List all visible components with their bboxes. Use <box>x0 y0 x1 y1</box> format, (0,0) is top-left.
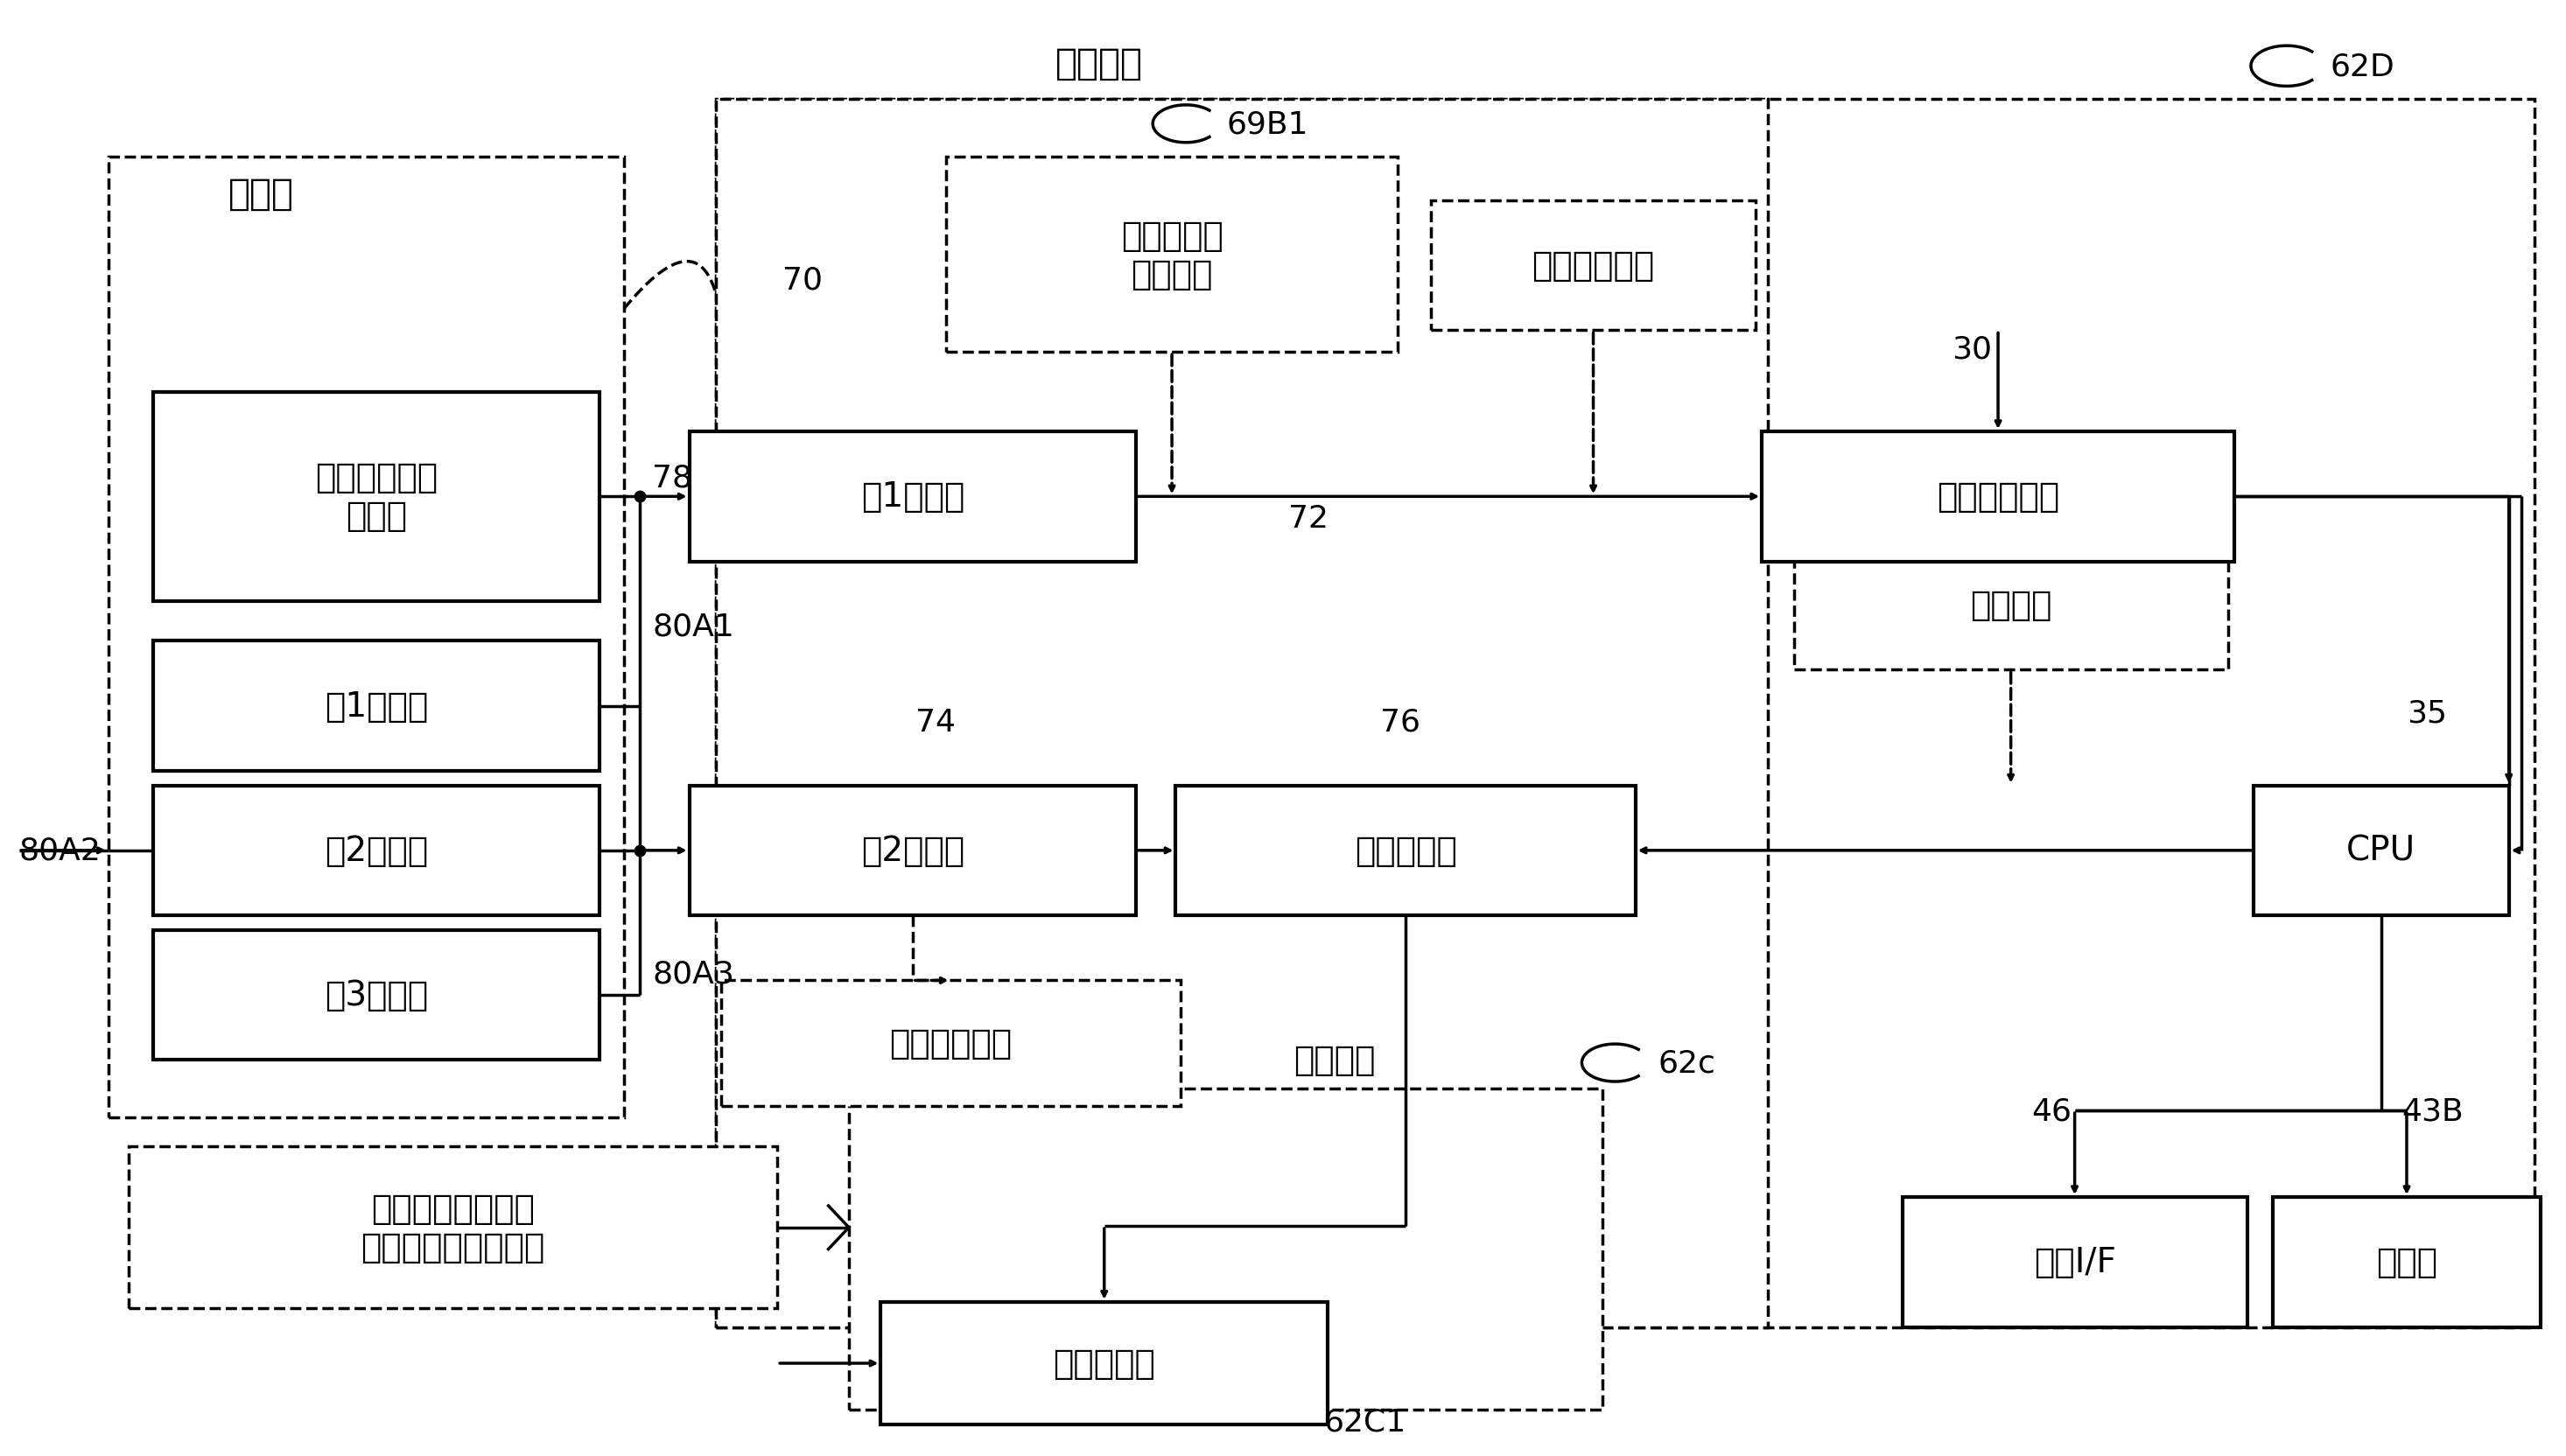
Text: 第3分析部: 第3分析部 <box>326 978 429 1012</box>
Text: 抖动程度信息: 抖动程度信息 <box>890 1026 1014 1060</box>
FancyBboxPatch shape <box>154 930 600 1060</box>
FancyBboxPatch shape <box>2273 1197 2540 1328</box>
Text: 外部I/F: 外部I/F <box>2035 1246 2117 1278</box>
FancyBboxPatch shape <box>154 786 600 916</box>
Text: 第1输出部: 第1输出部 <box>862 480 965 514</box>
FancyBboxPatch shape <box>108 157 624 1118</box>
Text: 基准输出表: 基准输出表 <box>1052 1347 1155 1380</box>
Text: 处理部: 处理部 <box>228 175 295 213</box>
Text: 信号处理电路: 信号处理电路 <box>1937 480 2060 514</box>
Text: 80A3: 80A3 <box>652 958 734 989</box>
FancyBboxPatch shape <box>154 392 600 601</box>
Text: 78: 78 <box>652 463 693 494</box>
Text: 第1分析部: 第1分析部 <box>323 690 429 724</box>
Text: 80A2: 80A2 <box>18 836 100 866</box>
FancyBboxPatch shape <box>947 157 1398 352</box>
FancyBboxPatch shape <box>1175 786 1635 916</box>
Text: 76: 76 <box>1381 708 1422 737</box>
FancyBboxPatch shape <box>1432 201 1755 331</box>
Text: 第2输出部: 第2输出部 <box>862 834 965 868</box>
FancyBboxPatch shape <box>2253 786 2510 916</box>
Text: 根据抖动程度信息
来变更基准输出电平: 根据抖动程度信息 来变更基准输出电平 <box>362 1191 544 1264</box>
Text: 温度数据: 温度数据 <box>1971 588 2053 622</box>
FancyBboxPatch shape <box>690 432 1137 562</box>
Text: 实用图像数据: 实用图像数据 <box>1532 249 1655 282</box>
Text: 数字相位差
图像数据: 数字相位差 图像数据 <box>1121 220 1224 291</box>
Text: 74: 74 <box>916 708 955 737</box>
FancyBboxPatch shape <box>849 1089 1601 1409</box>
Text: 72: 72 <box>1288 504 1329 533</box>
Text: 46: 46 <box>2032 1096 2071 1125</box>
FancyBboxPatch shape <box>128 1147 777 1309</box>
FancyBboxPatch shape <box>1901 1197 2248 1328</box>
Text: 70: 70 <box>783 265 824 296</box>
Text: 控制电路: 控制电路 <box>1055 45 1142 82</box>
Text: 30: 30 <box>1953 335 1991 364</box>
Text: 62D: 62D <box>2330 52 2394 82</box>
FancyBboxPatch shape <box>154 642 600 772</box>
Text: 存储电路: 存储电路 <box>1293 1044 1375 1076</box>
Text: 第2分析部: 第2分析部 <box>326 834 429 868</box>
FancyBboxPatch shape <box>1794 540 2227 670</box>
Text: 校正控制部: 校正控制部 <box>1355 834 1457 868</box>
FancyBboxPatch shape <box>716 100 2535 1328</box>
Text: CPU: CPU <box>2345 834 2415 868</box>
FancyBboxPatch shape <box>1763 432 2235 562</box>
Text: 69B1: 69B1 <box>1227 109 1309 140</box>
FancyBboxPatch shape <box>721 981 1180 1107</box>
Text: 实用图像数据
生成部: 实用图像数据 生成部 <box>316 462 439 533</box>
Text: 62C1: 62C1 <box>1324 1406 1406 1436</box>
Text: 62c: 62c <box>1658 1048 1717 1077</box>
FancyBboxPatch shape <box>716 100 1768 1328</box>
Text: 显示器: 显示器 <box>2376 1246 2438 1278</box>
Text: 43B: 43B <box>2402 1096 2463 1125</box>
FancyBboxPatch shape <box>880 1302 1327 1424</box>
Text: 80A1: 80A1 <box>652 612 734 642</box>
Text: 35: 35 <box>2407 699 2448 728</box>
FancyBboxPatch shape <box>690 786 1137 916</box>
